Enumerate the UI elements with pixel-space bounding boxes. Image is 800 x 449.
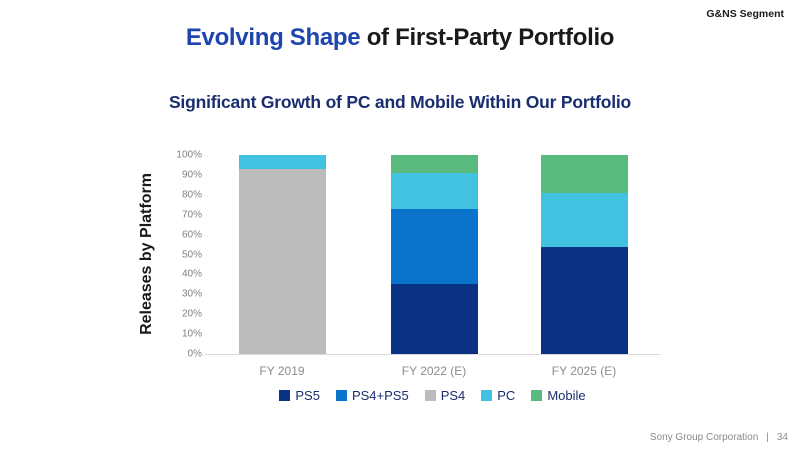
footer-page-number: 34 [776, 432, 788, 443]
segment-label: G&NS Segment [706, 8, 784, 20]
bar-segment-ps4-ps5 [390, 208, 478, 285]
bar-segment-pc [390, 172, 478, 209]
y-tick-label: 70% [181, 209, 202, 221]
chart-legend: PS5 PS4+PS5 PS4 PC Mobile [205, 388, 660, 403]
legend-label: Mobile [547, 388, 586, 403]
bar-segment-mobile [390, 155, 478, 173]
slide-title-rest: of First-Party Portfolio [360, 24, 615, 51]
slide-title-highlight: Evolving Shape [185, 24, 361, 51]
stacked-bar [238, 155, 326, 354]
bar-segment-pc [238, 155, 326, 169]
legend-item-mobile: Mobile [531, 388, 586, 403]
legend-label: PS4 [440, 388, 466, 403]
footer-company: Sony Group Corporation [649, 432, 759, 443]
y-tick-label: 80% [181, 189, 202, 201]
bar-segment-pc [540, 192, 628, 247]
x-axis-label: FY 2022 (E) [401, 364, 467, 378]
legend-swatch-icon [531, 390, 543, 401]
bar-segment-ps4 [238, 168, 326, 354]
legend-label: PS5 [295, 388, 320, 403]
y-tick-label: 60% [181, 229, 202, 241]
y-tick-label: 0% [187, 348, 202, 360]
y-tick-label: 10% [181, 328, 202, 340]
x-axis-label: FY 2019 [259, 364, 305, 378]
legend-label: PC [497, 388, 516, 403]
legend-item-ps5: PS5 [279, 388, 320, 403]
footer-separator: | [766, 432, 769, 443]
legend-swatch-icon [279, 390, 291, 401]
legend-swatch-icon [481, 390, 493, 401]
stacked-bar [390, 155, 478, 354]
y-tick-label: 90% [181, 169, 202, 181]
y-tick-label: 50% [181, 249, 202, 260]
footer: Sony Group Corporation | 34 [650, 432, 788, 443]
legend-swatch-icon [335, 390, 347, 401]
y-axis-ticks: 100% 90% 80% 70% 60% 50% 40% 30% 20% 10% 0% [150, 150, 202, 360]
stacked-bar [540, 155, 628, 354]
legend-item-ps4-ps5: PS4+PS5 [335, 388, 409, 403]
y-tick-label: 100% [176, 149, 202, 161]
plot-area: FY 2019 FY 2022 (E) FY 2025 (E) [205, 155, 660, 378]
y-tick-label: 40% [181, 268, 202, 280]
y-tick-label: 20% [181, 308, 202, 320]
legend-label: PS4+PS5 [351, 388, 409, 403]
bar-segment-ps5 [390, 284, 478, 354]
bar-segment-ps5 [540, 246, 628, 354]
slide-title: Evolving Shape of First-Party Portfolio [0, 24, 800, 52]
legend-item-pc: PC [481, 388, 515, 403]
legend-swatch-icon [424, 390, 436, 401]
x-axis-label: FY 2025 (E) [551, 364, 617, 378]
y-tick-label: 30% [181, 288, 202, 300]
chart-title: Significant Growth of PC and Mobile With… [168, 92, 632, 112]
legend-item-ps4: PS4 [424, 388, 466, 403]
bar-segment-mobile [540, 155, 628, 193]
